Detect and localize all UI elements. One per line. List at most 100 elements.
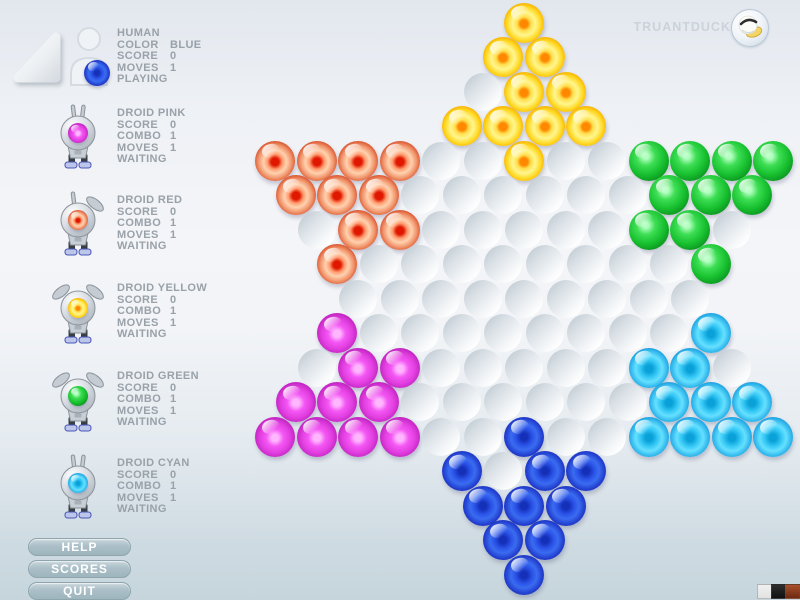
board-hole[interactable] [401, 176, 440, 214]
marble-cyan[interactable] [753, 416, 793, 457]
marble-yellow[interactable] [524, 37, 565, 77]
marble-yellow[interactable] [566, 106, 607, 146]
board-hole[interactable] [546, 279, 585, 318]
marble-yellow[interactable] [483, 106, 524, 146]
marble-red[interactable] [275, 175, 316, 215]
board-hole[interactable] [484, 383, 523, 421]
board-hole[interactable] [401, 383, 440, 421]
marble-red[interactable] [317, 175, 358, 215]
board-hole[interactable] [650, 245, 689, 283]
marble-green[interactable] [753, 140, 793, 181]
board-hole[interactable] [359, 314, 398, 352]
marble-magenta[interactable] [275, 382, 316, 422]
board-hole[interactable] [712, 348, 751, 387]
board-hole[interactable] [608, 245, 647, 283]
white-swatch[interactable] [757, 584, 772, 599]
board-hole[interactable] [567, 176, 606, 214]
black-swatch[interactable] [771, 584, 786, 599]
board-hole[interactable] [525, 383, 564, 421]
marble-blue[interactable] [545, 485, 586, 526]
board-hole[interactable] [339, 279, 377, 318]
marble-blue[interactable] [462, 485, 503, 526]
board-hole[interactable] [401, 314, 440, 352]
board-hole[interactable] [546, 417, 585, 456]
marble-green[interactable] [690, 244, 731, 284]
quit-button[interactable]: QUIT [28, 582, 131, 600]
marble-magenta[interactable] [317, 313, 358, 353]
marble-yellow[interactable] [545, 71, 586, 112]
marble-cyan[interactable] [690, 313, 731, 353]
board-hole[interactable] [297, 348, 336, 387]
marble-red[interactable] [379, 140, 420, 181]
marble-yellow[interactable] [441, 106, 482, 146]
board-hole[interactable] [463, 72, 502, 111]
board-hole[interactable] [442, 176, 481, 214]
marble-green[interactable] [628, 209, 669, 250]
board-hole[interactable] [608, 383, 647, 421]
marble-green[interactable] [690, 175, 731, 215]
board-hole[interactable] [588, 279, 626, 318]
marble-cyan[interactable] [628, 416, 669, 457]
board-hole[interactable] [588, 417, 626, 456]
board-hole[interactable] [484, 245, 523, 283]
marble-green[interactable] [711, 140, 752, 181]
marble-cyan[interactable] [711, 416, 752, 457]
marble-blue[interactable] [504, 554, 544, 595]
marble-yellow[interactable] [483, 37, 524, 77]
marble-blue[interactable] [441, 451, 482, 491]
board-hole[interactable] [442, 383, 481, 421]
board-hole[interactable] [359, 245, 398, 283]
marble-red[interactable] [338, 209, 378, 250]
marble-magenta[interactable] [379, 416, 420, 457]
marble-magenta[interactable] [338, 416, 378, 457]
board-hole[interactable] [712, 210, 751, 249]
marble-magenta[interactable] [338, 347, 378, 388]
marble-red[interactable] [317, 244, 358, 284]
marble-magenta[interactable] [379, 347, 420, 388]
board-hole[interactable] [422, 348, 460, 387]
marble-red[interactable] [358, 175, 399, 215]
marble-cyan[interactable] [649, 382, 690, 422]
board-hole[interactable] [463, 279, 502, 318]
board-hole[interactable] [422, 279, 460, 318]
marble-blue[interactable] [524, 451, 565, 491]
board-hole[interactable] [422, 141, 460, 180]
marble-red[interactable] [296, 140, 337, 181]
board-hole[interactable] [567, 314, 606, 352]
board-hole[interactable] [422, 417, 460, 456]
help-button[interactable]: HELP [28, 538, 131, 556]
board-hole[interactable] [505, 348, 543, 387]
rust-swatch[interactable] [785, 584, 800, 599]
board-hole[interactable] [380, 279, 419, 318]
board-hole[interactable] [546, 210, 585, 249]
board-hole[interactable] [525, 314, 564, 352]
marble-yellow[interactable] [504, 2, 544, 43]
marble-magenta[interactable] [317, 382, 358, 422]
marble-green[interactable] [649, 175, 690, 215]
board-hole[interactable] [422, 210, 460, 249]
marble-magenta[interactable] [358, 382, 399, 422]
marble-cyan[interactable] [670, 347, 710, 388]
board-hole[interactable] [401, 245, 440, 283]
board-hole[interactable] [463, 210, 502, 249]
marble-cyan[interactable] [690, 382, 731, 422]
marble-green[interactable] [670, 209, 710, 250]
board-hole[interactable] [442, 314, 481, 352]
marble-yellow[interactable] [504, 71, 544, 112]
marble-magenta[interactable] [255, 416, 295, 457]
marble-cyan[interactable] [628, 347, 669, 388]
board-hole[interactable] [567, 383, 606, 421]
board-hole[interactable] [525, 176, 564, 214]
marble-yellow[interactable] [504, 140, 544, 181]
duck-logo-button[interactable] [731, 9, 769, 47]
marble-green[interactable] [628, 140, 669, 181]
board-hole[interactable] [505, 279, 543, 318]
board-hole[interactable] [463, 141, 502, 180]
board-hole[interactable] [484, 452, 523, 490]
marble-cyan[interactable] [732, 382, 773, 422]
marble-yellow[interactable] [524, 106, 565, 146]
board-hole[interactable] [505, 210, 543, 249]
marble-red[interactable] [379, 209, 420, 250]
board-hole[interactable] [442, 245, 481, 283]
marble-magenta[interactable] [296, 416, 337, 457]
